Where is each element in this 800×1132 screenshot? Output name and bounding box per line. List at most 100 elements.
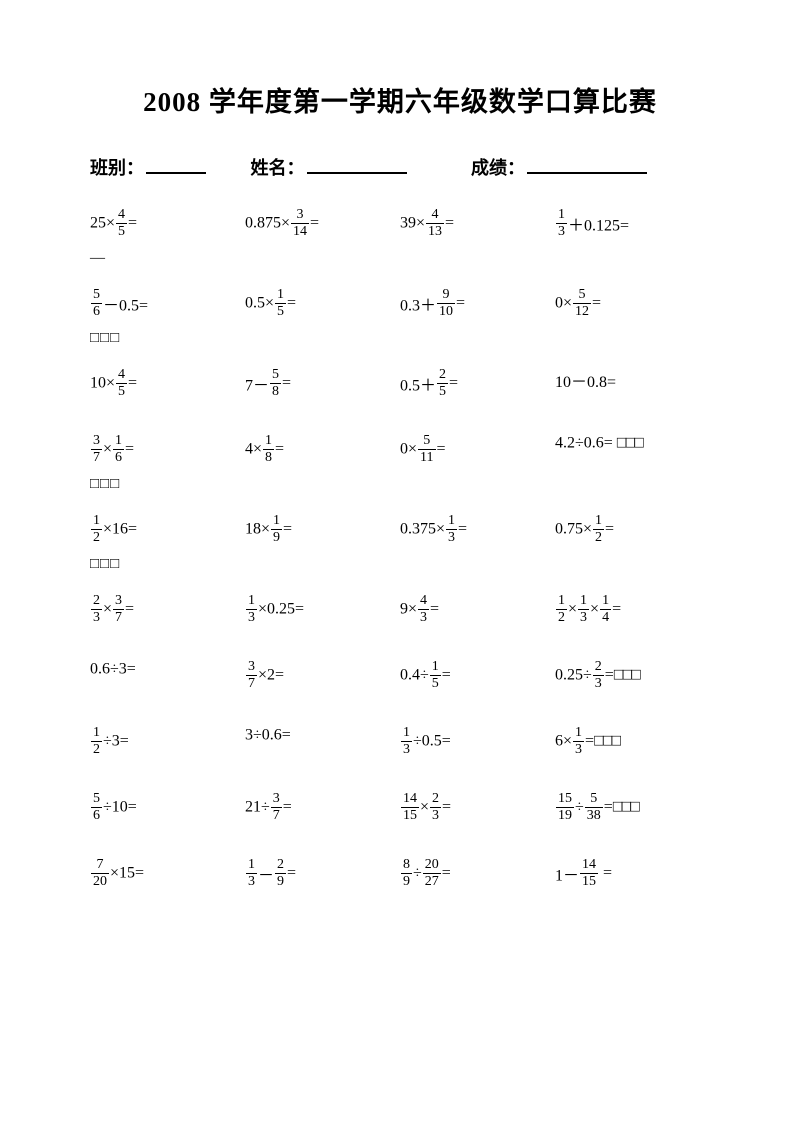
class-blank[interactable] [146, 158, 206, 174]
fraction: 910 [437, 288, 455, 319]
problem-cell: 0.3＋910= [400, 278, 555, 336]
expr-text: × [103, 441, 112, 458]
problem-row: 25×45=0.875×314=39×413=13＋0.125= [90, 198, 710, 256]
fraction: 2027 [423, 858, 441, 889]
problem-row: 12×16=18×19=0.375×13=0.75×12= [90, 504, 710, 562]
expr-text: = [282, 375, 291, 392]
expr-text: = [445, 215, 454, 232]
class-label: 班别： [90, 158, 144, 178]
tail-boxes: □□□ [617, 434, 643, 451]
expr-text: 0× [555, 295, 572, 312]
expr-text: × [568, 601, 577, 618]
expr-text: = [456, 295, 465, 312]
problem-row: 23×37=13×0.25=9×43=12×13×14= [90, 584, 710, 642]
expr-text: × [420, 799, 429, 816]
fraction: 720 [91, 858, 109, 889]
fraction: 14 [600, 594, 611, 625]
expr-text: 0.4÷ [400, 667, 429, 684]
fraction: 314 [291, 208, 309, 239]
expr-text: = [128, 375, 137, 392]
tail-boxes: □□□ [594, 733, 620, 750]
fraction: 13 [246, 594, 257, 625]
problem-cell: 37×16= [90, 424, 245, 482]
problem-cell: 0.5＋25= [400, 358, 555, 416]
expr-text: 0.3＋ [400, 298, 436, 315]
problem-row: 720×15=13－29=89÷2027=1－1415 = [90, 848, 710, 906]
worksheet-page: 2008 学年度第一学期六年级数学口算比赛 班别： 姓名： 成绩： 25×45=… [0, 0, 800, 946]
expr-text: × [590, 601, 599, 618]
expr-text: 25× [90, 215, 115, 232]
fraction: 13 [246, 858, 257, 889]
expr-text: 0.375× [400, 521, 445, 538]
fraction: 37 [246, 660, 257, 691]
fraction: 16 [113, 434, 124, 465]
expr-text: = [604, 799, 613, 816]
expr-text: 9× [400, 601, 417, 618]
expr-text: 21÷ [245, 799, 270, 816]
problem-cell: 25×45= [90, 198, 245, 256]
expr-text: 0.75× [555, 521, 592, 538]
expr-text: = [287, 865, 296, 882]
expr-text: 0.5＋ [400, 378, 436, 395]
expr-text: ×0.25= [258, 601, 304, 618]
problem-cell: 13÷0.5= [400, 716, 555, 774]
expr-text: = [449, 375, 458, 392]
fraction: 1519 [556, 792, 574, 823]
name-label: 姓名： [251, 158, 305, 178]
expr-text: 4× [245, 441, 262, 458]
fraction: 12 [593, 514, 604, 545]
expr-text: = [612, 601, 621, 618]
fraction: 538 [585, 792, 603, 823]
problem-cell: 0.375×13= [400, 504, 555, 562]
problem-cell: 89÷2027= [400, 848, 555, 906]
problem-cell: 12×16= [90, 504, 245, 562]
expr-text: = [442, 799, 451, 816]
expr-text: = [287, 295, 296, 312]
fraction: 43 [418, 594, 429, 625]
problem-cell: 56－0.5= [90, 278, 245, 336]
problem-row: 56÷10=21÷37=1415×23=1519÷538=□□□ [90, 782, 710, 840]
problems-container: 25×45=0.875×314=39×413=13＋0.125=—56－0.5=… [90, 198, 710, 906]
problem-cell: 13－29= [245, 848, 400, 906]
problem-cell: 0×511= [400, 424, 555, 482]
problem-cell: 12÷3= [90, 716, 245, 774]
fraction: 89 [401, 858, 412, 889]
problem-cell: 13×0.25= [245, 584, 400, 642]
fraction: 13 [401, 726, 412, 757]
fraction: 15 [430, 660, 441, 691]
problem-cell: 6×13=□□□ [555, 716, 710, 774]
problem-cell: 56÷10= [90, 782, 245, 840]
problem-cell: 1415×23= [400, 782, 555, 840]
expr-text: 10－0.8= [555, 374, 616, 391]
problem-cell: 0.25÷23=□□□ [555, 650, 710, 708]
problem-cell: 0.6÷3= [90, 650, 245, 708]
expr-text: ÷ [413, 865, 422, 882]
problem-cell: 1－1415 = [555, 848, 710, 906]
problem-cell: 0.5×15= [245, 278, 400, 336]
expr-text: = [128, 215, 137, 232]
expr-text: = [605, 521, 614, 538]
expr-text: ×15= [110, 865, 144, 882]
expr-text: = [458, 521, 467, 538]
name-blank[interactable] [307, 158, 407, 174]
expr-text: = [437, 441, 446, 458]
fraction: 37 [271, 792, 282, 823]
expr-text: = [442, 865, 451, 882]
fraction: 12 [91, 514, 102, 545]
score-blank[interactable] [527, 158, 647, 174]
expr-text: 18× [245, 521, 270, 538]
expr-text: ÷ [575, 799, 584, 816]
fraction: 56 [91, 792, 102, 823]
problem-row: 10×45=7－58=0.5＋25=10－0.8= [90, 358, 710, 416]
fraction: 23 [593, 660, 604, 691]
problem-cell: 18×19= [245, 504, 400, 562]
fraction: 1415 [401, 792, 419, 823]
fraction: 12 [91, 726, 102, 757]
fraction: 23 [91, 594, 102, 625]
problem-cell: 7－58= [245, 358, 400, 416]
problem-cell: 720×15= [90, 848, 245, 906]
problem-cell: 37×2= [245, 650, 400, 708]
info-line: 班别： 姓名： 成绩： [90, 154, 710, 180]
expr-text: 0.5× [245, 295, 274, 312]
problem-cell: 0.875×314= [245, 198, 400, 256]
